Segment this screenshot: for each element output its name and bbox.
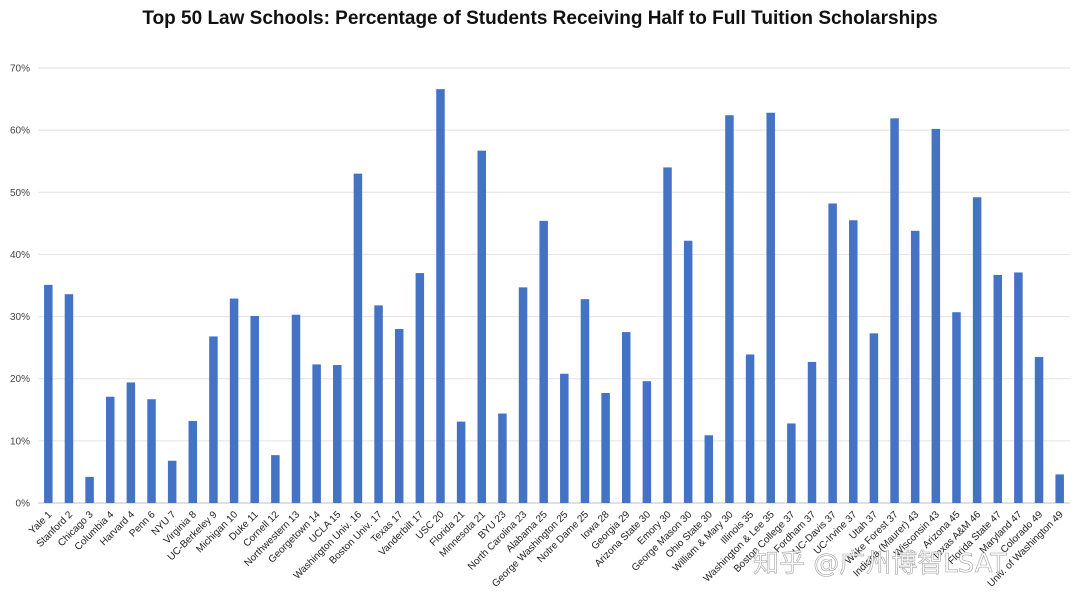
bar bbox=[167, 460, 177, 503]
bar bbox=[663, 167, 672, 503]
bar bbox=[209, 336, 218, 503]
watermark-text: 知乎 @广州博智LSAT bbox=[753, 549, 1007, 579]
bar bbox=[229, 298, 239, 503]
y-tick-label: 30% bbox=[10, 312, 30, 323]
bar bbox=[518, 287, 528, 503]
bar bbox=[931, 128, 941, 503]
bar bbox=[353, 173, 363, 503]
chart-title: Top 50 Law Schools: Percentage of Studen… bbox=[142, 8, 938, 29]
bar bbox=[147, 399, 156, 503]
bar bbox=[890, 118, 899, 503]
bar bbox=[683, 240, 693, 503]
bar bbox=[642, 381, 652, 503]
y-tick-label: 70% bbox=[10, 64, 30, 75]
bar bbox=[972, 197, 982, 503]
bar bbox=[725, 115, 734, 503]
bar bbox=[704, 435, 714, 503]
bar bbox=[1014, 272, 1023, 503]
bar bbox=[539, 220, 548, 503]
bar bbox=[993, 274, 1003, 503]
y-tick-label: 0% bbox=[16, 499, 31, 510]
y-tick-label: 20% bbox=[10, 374, 30, 385]
bar bbox=[849, 220, 858, 503]
bar bbox=[745, 354, 755, 503]
bar bbox=[952, 312, 961, 503]
bar bbox=[1055, 474, 1064, 503]
bar bbox=[333, 365, 342, 503]
bar bbox=[910, 230, 920, 504]
bar bbox=[105, 396, 115, 503]
bar bbox=[560, 373, 569, 503]
bar bbox=[498, 413, 507, 503]
bar bbox=[787, 423, 796, 503]
y-tick-label: 40% bbox=[10, 250, 30, 261]
bar bbox=[271, 455, 280, 503]
bars bbox=[44, 89, 1064, 504]
bar bbox=[250, 315, 259, 503]
bar bbox=[44, 284, 53, 503]
bar bbox=[869, 333, 879, 503]
bar bbox=[394, 329, 404, 503]
bar bbox=[766, 112, 775, 503]
bar bbox=[601, 393, 610, 503]
bar bbox=[477, 150, 487, 503]
bar bbox=[126, 382, 136, 503]
bar bbox=[374, 305, 383, 503]
bar bbox=[621, 332, 631, 503]
bar bbox=[188, 420, 198, 503]
bar bbox=[291, 314, 301, 503]
bar bbox=[436, 89, 445, 503]
y-tick-label: 60% bbox=[10, 126, 30, 137]
bar bbox=[828, 203, 837, 503]
bar bbox=[580, 299, 590, 503]
bar bbox=[312, 364, 321, 503]
bar bbox=[456, 421, 466, 503]
y-tick-label: 10% bbox=[10, 436, 30, 447]
bar bbox=[1034, 356, 1044, 503]
bar bbox=[64, 294, 74, 503]
bar bbox=[807, 361, 817, 503]
y-axis-ticks: 0% 10% 20% 30% 40% 50% 60% 70% bbox=[10, 64, 30, 510]
bar bbox=[415, 273, 425, 503]
bar bbox=[85, 476, 94, 503]
y-tick-label: 50% bbox=[10, 188, 30, 199]
